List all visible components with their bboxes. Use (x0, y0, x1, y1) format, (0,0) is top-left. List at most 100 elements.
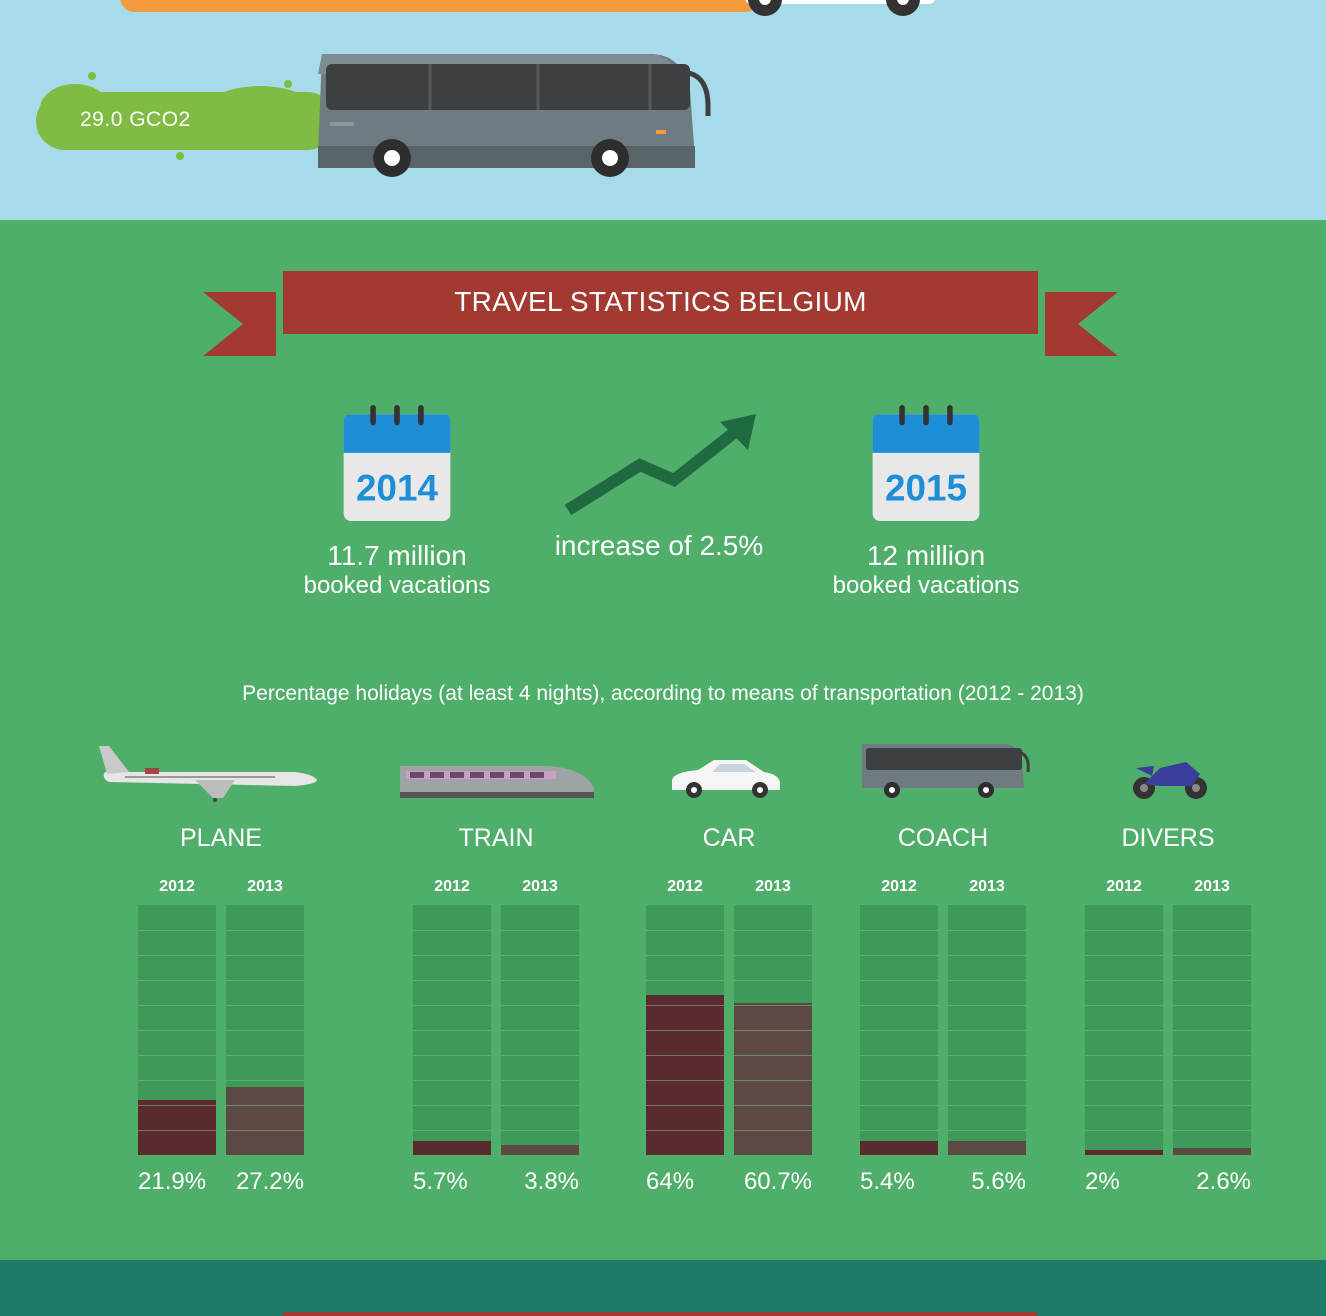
gridline (1173, 980, 1251, 981)
stat-left-caption: booked vacations (303, 572, 491, 599)
value-label: 60.7% (743, 1168, 812, 1195)
gridline (138, 1105, 216, 1106)
category-label-divers: DIVERS (1121, 824, 1215, 852)
gridline (138, 1080, 216, 1081)
gridline (413, 1080, 491, 1081)
calendar-icon: 2015 (872, 405, 980, 521)
bar-car-2013 (734, 1003, 812, 1155)
gridline (734, 1005, 812, 1006)
gridline (413, 1130, 491, 1131)
value-label: 64% (646, 1168, 695, 1195)
gridline (948, 930, 1026, 931)
bar-divers-2013 (1173, 1148, 1251, 1155)
gridline (646, 930, 724, 931)
footer-banner-edge (283, 1312, 1037, 1316)
gridline (1173, 1005, 1251, 1006)
gridline (734, 1030, 812, 1031)
gridline (501, 955, 579, 956)
gridline (860, 930, 938, 931)
gridline (501, 1130, 579, 1131)
gridline (646, 1130, 724, 1131)
trend-up-arrow-icon (564, 414, 756, 516)
gridline (413, 1055, 491, 1056)
banner-title: TRAVEL STATISTICS BELGIUM (454, 286, 867, 317)
gridline (1085, 1055, 1163, 1056)
co2-dot (176, 152, 184, 160)
gridline (646, 955, 724, 956)
gridline (1173, 1030, 1251, 1031)
gridline (1085, 1080, 1163, 1081)
gridline (501, 930, 579, 931)
value-label: 5.4% (860, 1168, 915, 1195)
stat-right-value: 12 million (866, 540, 986, 571)
stat-right-caption: booked vacations (832, 572, 1020, 599)
gridline (646, 1005, 724, 1006)
calendar-icon: 2014 (343, 405, 451, 521)
gridline (734, 955, 812, 956)
bar-train-2013 (501, 1145, 579, 1155)
series-label: 2013 (247, 878, 283, 895)
gridline (948, 980, 1026, 981)
gridline (226, 1030, 304, 1031)
gridline (1173, 1130, 1251, 1131)
gridline (734, 1105, 812, 1106)
series-label: 2012 (159, 878, 195, 895)
gridline (501, 1080, 579, 1081)
gridline (138, 930, 216, 931)
stat-left: 11.7 million booked vacations (244, 540, 550, 600)
gridline (734, 980, 812, 981)
gridline (138, 1130, 216, 1131)
gridline (860, 1130, 938, 1131)
footer-section (0, 1260, 1326, 1316)
gridline (226, 1080, 304, 1081)
series-label: 2013 (755, 878, 791, 895)
gridline (138, 1030, 216, 1031)
gridline (860, 980, 938, 981)
gridline (734, 1130, 812, 1131)
gridline (501, 1005, 579, 1006)
category-label-coach: COACH (897, 824, 989, 852)
gridline (501, 980, 579, 981)
gridline (1173, 1055, 1251, 1056)
stat-left-value: 11.7 million (327, 540, 467, 571)
series-label: 2012 (434, 878, 470, 895)
train-icon (400, 766, 594, 798)
gridline (501, 1105, 579, 1106)
gridline (1173, 930, 1251, 931)
gridline (646, 1055, 724, 1056)
car-wheel-icon (886, 0, 920, 16)
gridline (734, 1080, 812, 1081)
plane-icon (99, 746, 318, 802)
series-label: 2012 (667, 878, 703, 895)
value-label: 5.7% (413, 1168, 468, 1195)
value-label: 21.9% (138, 1168, 207, 1195)
gridline (413, 955, 491, 956)
gridline (1085, 1130, 1163, 1131)
series-label: 2013 (969, 878, 1005, 895)
gridline (646, 1080, 724, 1081)
banner-right-ribbon (1045, 292, 1118, 356)
gridline (948, 955, 1026, 956)
gridline (860, 955, 938, 956)
value-label: 27.2% (235, 1168, 304, 1195)
co2-puff (200, 86, 320, 146)
co2-dot (284, 80, 292, 88)
bar-plane-2013 (226, 1087, 304, 1155)
chart-title: Percentage holidays (at least 4 nights),… (242, 682, 1084, 705)
gridline (1173, 1080, 1251, 1081)
gridline (1085, 980, 1163, 981)
category-label-car: CAR (702, 824, 756, 852)
gridline (226, 1130, 304, 1131)
gridline (413, 1005, 491, 1006)
gridline (501, 1030, 579, 1031)
gridline (1173, 955, 1251, 956)
bar-divers-2012 (1085, 1150, 1163, 1155)
car-wheel-icon (748, 0, 782, 16)
value-label: 2% (1085, 1168, 1120, 1195)
gridline (948, 1080, 1026, 1081)
gridline (138, 1005, 216, 1006)
gridline (948, 1055, 1026, 1056)
gridline (860, 1105, 938, 1106)
co2-dot (88, 72, 96, 80)
value-label: 2.6% (1196, 1168, 1251, 1195)
